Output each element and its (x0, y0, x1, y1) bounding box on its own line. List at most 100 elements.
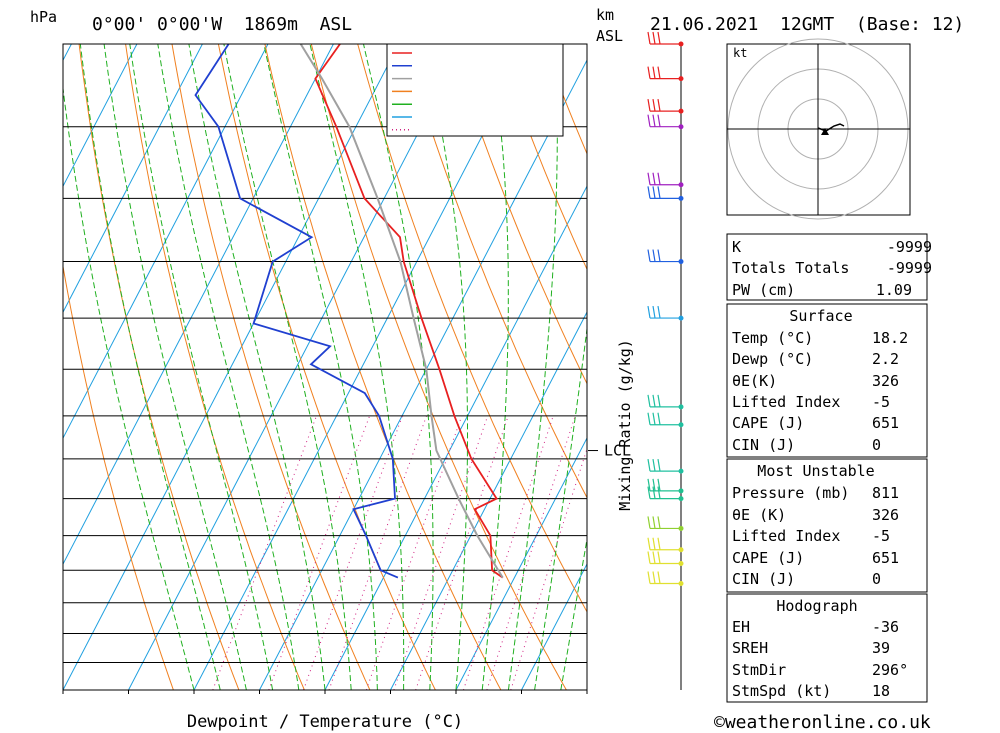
wind-barb-feather (647, 172, 651, 185)
surface-theta-e-value: 326 (872, 372, 899, 390)
wet-adiabat-line (188, 44, 326, 690)
isotherm-line (63, 44, 203, 314)
wind-barb-feather (647, 551, 651, 564)
dry-adiabat-line (450, 44, 587, 385)
dry-adiabat-line (357, 44, 587, 613)
pw-label: PW (cm) (732, 281, 795, 299)
isotherm-line (63, 44, 334, 566)
wind-barb-feather (647, 31, 651, 45)
stmspd-label: StmSpd (kt) (732, 682, 831, 700)
stmdir-label: StmDir (732, 661, 786, 679)
wet-adiabat-line (507, 44, 558, 690)
wind-barb-feather (647, 478, 651, 492)
credit-text[interactable]: ©weatheronline.co.uk (714, 712, 931, 733)
wind-barb-feather (652, 99, 656, 112)
isotherm-line (63, 44, 400, 690)
mixing-ratio-line (393, 415, 489, 690)
wind-barb-feather (657, 99, 661, 112)
wind-barb-feather (657, 571, 661, 584)
surface-title: Surface (789, 307, 852, 325)
wind-barb-feather (652, 537, 656, 550)
wind-barb-feather (657, 66, 661, 79)
mixing-ratio-line (303, 415, 403, 690)
wind-barb-feather (657, 516, 661, 529)
sreh-value: 39 (872, 639, 890, 657)
wet-adiabat-line (560, 536, 587, 690)
legend (386, 43, 564, 137)
mu-cin-value: 0 (872, 570, 881, 588)
wind-barb-feather (652, 31, 656, 45)
wind-barb-feather (647, 249, 651, 262)
mu-cape-value: 651 (872, 549, 899, 567)
wind-barb-feather (652, 172, 656, 185)
most-unstable-title: Most Unstable (757, 462, 874, 480)
stmspd-value: 18 (872, 682, 890, 700)
dry-adiabat-line (217, 44, 436, 690)
profiles (194, 44, 504, 579)
most-unstable-box (726, 458, 928, 593)
surface-li-label: Lifted Index (732, 393, 840, 411)
dry-adiabat-line (171, 44, 371, 690)
mu-li-value: -5 (872, 527, 890, 545)
k-label: K (732, 238, 741, 256)
wind-barbs (647, 31, 684, 587)
wet-adiabat-line (63, 84, 195, 690)
temperature-profile-line (314, 44, 504, 579)
wind-barb-feather (657, 186, 661, 199)
wind-barb-feather (657, 172, 661, 185)
isotherm-line (455, 436, 587, 690)
surface-li-value: -5 (872, 393, 890, 411)
wet-adiabat-line (423, 44, 468, 690)
wind-barb-feather (657, 114, 661, 127)
wind-barb-feather (657, 459, 661, 472)
wind-barb-feather (647, 537, 651, 550)
wind-barb-feather (647, 305, 651, 319)
surface-cape-label: CAPE (J) (732, 414, 804, 432)
hodograph-unit: kt (733, 46, 747, 60)
wind-barb-feather (657, 551, 661, 564)
wet-adiabat-line (79, 44, 221, 690)
surface-cin-label: CIN (J) (732, 436, 795, 454)
wind-barb-feather (647, 99, 651, 112)
isotherm-line (63, 44, 138, 188)
x-axis-label: Dewpoint / Temperature (°C) (187, 712, 463, 732)
wet-adiabat-line (129, 44, 274, 690)
dry-adiabat-line (496, 44, 587, 271)
wind-barb-feather (647, 516, 651, 529)
mu-theta-e-label: θE (K) (732, 506, 786, 524)
mixing-ratio-line (328, 415, 427, 690)
storm-motion-marker (821, 128, 829, 135)
k-value: -9999 (887, 238, 932, 256)
wind-barb-feather (657, 305, 661, 319)
dry-adiabat-line (403, 44, 587, 499)
wind-barb-feather (657, 412, 661, 425)
surface-temp-value: 18.2 (872, 329, 908, 347)
isotherm-line (324, 185, 587, 690)
wind-barb-feather (652, 249, 656, 262)
hodograph-table-box (726, 593, 928, 703)
wind-barb-feather (647, 114, 651, 127)
wind-barb-feather (652, 551, 656, 564)
surface-box (726, 303, 928, 458)
mu-cin-label: CIN (J) (732, 570, 795, 588)
wind-barb-feather (652, 66, 656, 79)
wind-barb-feather (647, 186, 651, 199)
wind-barb-feather (657, 537, 661, 550)
wind-barb-feather (652, 571, 656, 584)
wind-barb-feather (652, 305, 656, 319)
dry-adiabat-line (78, 44, 240, 690)
wet-adiabat-line (263, 44, 378, 690)
surface-dewp-value: 2.2 (872, 350, 899, 368)
hodograph-table-title: Hodograph (776, 597, 857, 615)
wind-barb-feather (657, 394, 661, 407)
location-title: 0°00' 0°00'W 1869m ASL (92, 14, 352, 35)
stats-tables: K -9999 Totals Totals -9999 PW (cm) 1.09… (726, 233, 932, 703)
asl-label: ASL (596, 27, 623, 45)
wind-barb-feather (652, 412, 656, 425)
wind-barb-feather (647, 66, 651, 79)
indices-box (726, 233, 928, 301)
wind-barb-feather (647, 412, 651, 425)
wet-adiabat-line (534, 324, 587, 690)
hodograph: kt (726, 38, 911, 220)
mu-theta-e-value: 326 (872, 506, 899, 524)
